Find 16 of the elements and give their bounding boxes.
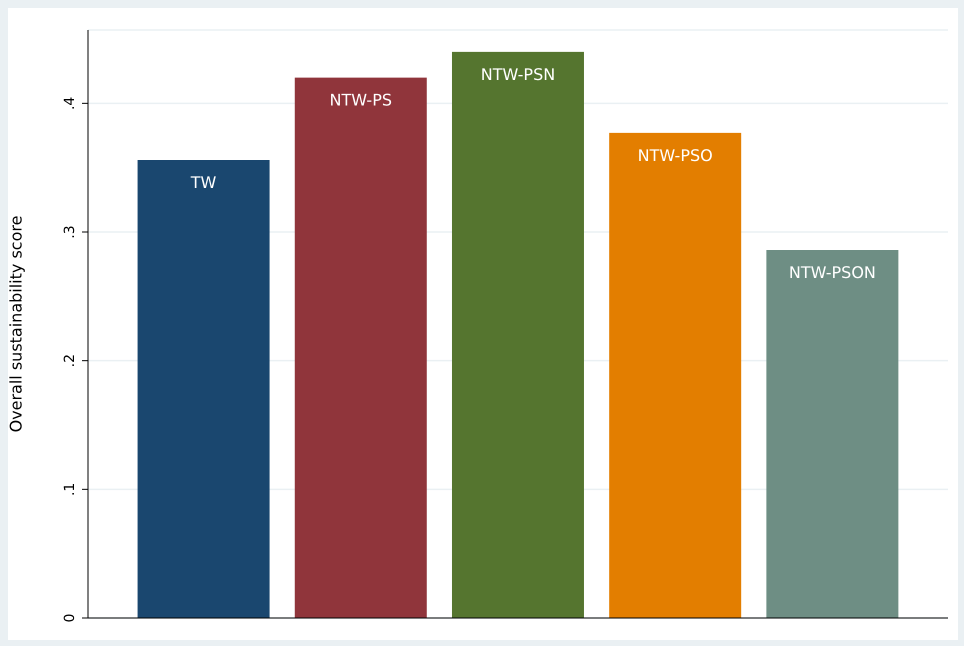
- bar: [452, 52, 584, 618]
- y-tick-label: .3: [62, 225, 78, 239]
- x-tick-label: NTW-PS: [330, 90, 392, 110]
- y-tick-label: .1: [62, 482, 78, 496]
- bar: [609, 132, 742, 618]
- y-tick-label: .4: [62, 96, 78, 110]
- x-tick-label: NTW-PSON: [788, 263, 876, 282]
- bar: [766, 250, 898, 618]
- x-tick-label: TW: [190, 172, 217, 192]
- bar: [294, 78, 427, 618]
- x-tick-label: NTW-PSN: [480, 64, 556, 84]
- y-tick-label: 0: [62, 614, 78, 622]
- y-axis-title: Overall sustainability score: [6, 216, 26, 432]
- x-tick-label: NTW-PSO: [638, 146, 713, 165]
- y-tick-label: .2: [62, 354, 78, 368]
- bar: [138, 160, 270, 618]
